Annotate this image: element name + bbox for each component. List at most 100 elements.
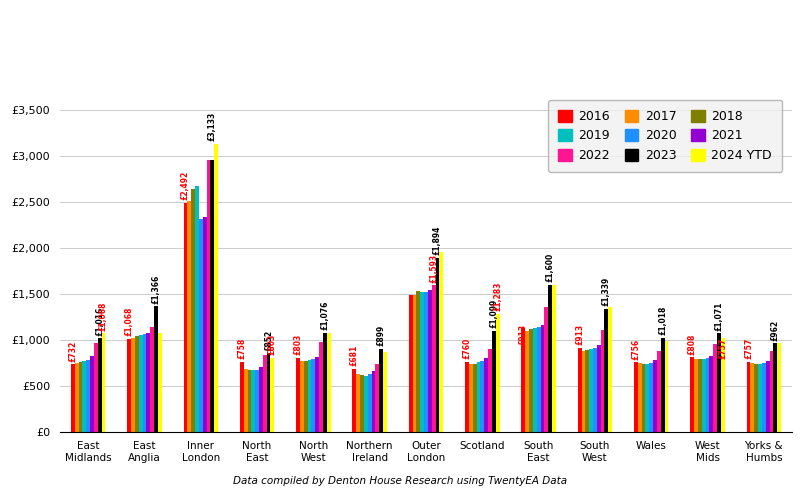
- Text: £1,071: £1,071: [714, 301, 723, 331]
- Bar: [435, 257, 439, 432]
- Bar: [586, 350, 589, 432]
- Bar: [665, 341, 669, 432]
- Bar: [417, 291, 420, 432]
- Text: £913: £913: [575, 324, 584, 345]
- Bar: [353, 369, 356, 432]
- Text: £760: £760: [462, 338, 471, 359]
- Text: £1,076: £1,076: [320, 301, 330, 330]
- Bar: [774, 343, 778, 432]
- Bar: [420, 293, 424, 432]
- Bar: [582, 351, 586, 432]
- Bar: [762, 364, 766, 432]
- Text: £1,366: £1,366: [151, 274, 161, 304]
- Bar: [311, 360, 315, 432]
- Bar: [247, 370, 251, 432]
- Bar: [605, 309, 608, 432]
- Bar: [244, 369, 247, 432]
- Bar: [522, 328, 526, 432]
- Text: £757: £757: [744, 338, 753, 360]
- Bar: [158, 333, 162, 432]
- Bar: [98, 338, 102, 432]
- Bar: [266, 353, 270, 432]
- Bar: [778, 343, 781, 432]
- Bar: [214, 144, 218, 432]
- Bar: [578, 348, 582, 432]
- Bar: [661, 338, 665, 432]
- Bar: [364, 375, 368, 432]
- Text: £756: £756: [631, 338, 641, 360]
- Text: Data compiled by Denton House Research using TwentyEA Data: Data compiled by Denton House Research u…: [233, 476, 567, 486]
- Bar: [90, 356, 94, 432]
- Text: £1,339: £1,339: [602, 277, 611, 306]
- Bar: [142, 334, 146, 432]
- Bar: [255, 370, 259, 432]
- Bar: [206, 160, 210, 432]
- Bar: [424, 293, 428, 432]
- Bar: [187, 201, 191, 432]
- Text: AVERAGE MONTHLY RENT 2016 to 2024: AVERAGE MONTHLY RENT 2016 to 2024: [139, 17, 661, 41]
- Bar: [770, 351, 774, 432]
- Text: £3,133: £3,133: [208, 112, 217, 141]
- Bar: [552, 285, 556, 432]
- Text: £732: £732: [68, 340, 78, 362]
- Bar: [766, 361, 770, 432]
- Bar: [428, 290, 432, 432]
- Bar: [356, 374, 360, 432]
- Bar: [480, 361, 484, 432]
- Bar: [263, 355, 266, 432]
- Bar: [750, 364, 754, 432]
- Bar: [154, 306, 158, 432]
- Bar: [608, 307, 612, 432]
- Text: £1,099: £1,099: [490, 299, 498, 328]
- Text: £1,016: £1,016: [95, 307, 104, 336]
- Text: £1,593: £1,593: [429, 253, 438, 283]
- Bar: [597, 345, 601, 432]
- Bar: [593, 348, 597, 432]
- Bar: [702, 359, 706, 432]
- Bar: [721, 338, 725, 432]
- Text: £1,018: £1,018: [658, 306, 667, 335]
- Bar: [270, 358, 274, 432]
- Bar: [409, 295, 413, 432]
- Bar: [102, 333, 106, 432]
- Text: £913: £913: [518, 324, 528, 345]
- Bar: [319, 342, 323, 432]
- Bar: [473, 364, 477, 432]
- Bar: [638, 363, 642, 432]
- Bar: [541, 324, 544, 432]
- Bar: [526, 330, 529, 432]
- Bar: [717, 333, 721, 432]
- Bar: [646, 364, 650, 432]
- Bar: [210, 160, 214, 432]
- Bar: [758, 364, 762, 432]
- Bar: [698, 359, 702, 432]
- Bar: [94, 343, 98, 432]
- Bar: [706, 358, 710, 432]
- Bar: [199, 219, 202, 432]
- Text: £803: £803: [294, 334, 302, 355]
- Bar: [240, 362, 244, 432]
- Bar: [492, 331, 496, 432]
- Bar: [529, 329, 533, 432]
- Bar: [714, 344, 717, 432]
- Bar: [488, 349, 492, 432]
- Bar: [326, 333, 330, 432]
- Bar: [754, 364, 758, 432]
- Bar: [183, 203, 187, 432]
- Bar: [71, 364, 74, 432]
- Text: £1,283: £1,283: [493, 282, 502, 311]
- Bar: [634, 362, 638, 432]
- Bar: [300, 361, 304, 432]
- Bar: [251, 370, 255, 432]
- Bar: [694, 359, 698, 432]
- Bar: [304, 361, 308, 432]
- Bar: [78, 362, 82, 432]
- Bar: [191, 189, 195, 432]
- Bar: [650, 364, 653, 432]
- Bar: [127, 339, 131, 432]
- Text: by UK Region: by UK Region: [344, 64, 456, 82]
- Bar: [601, 329, 605, 432]
- Bar: [484, 358, 488, 432]
- Text: £1,600: £1,600: [546, 253, 554, 282]
- Bar: [375, 365, 379, 432]
